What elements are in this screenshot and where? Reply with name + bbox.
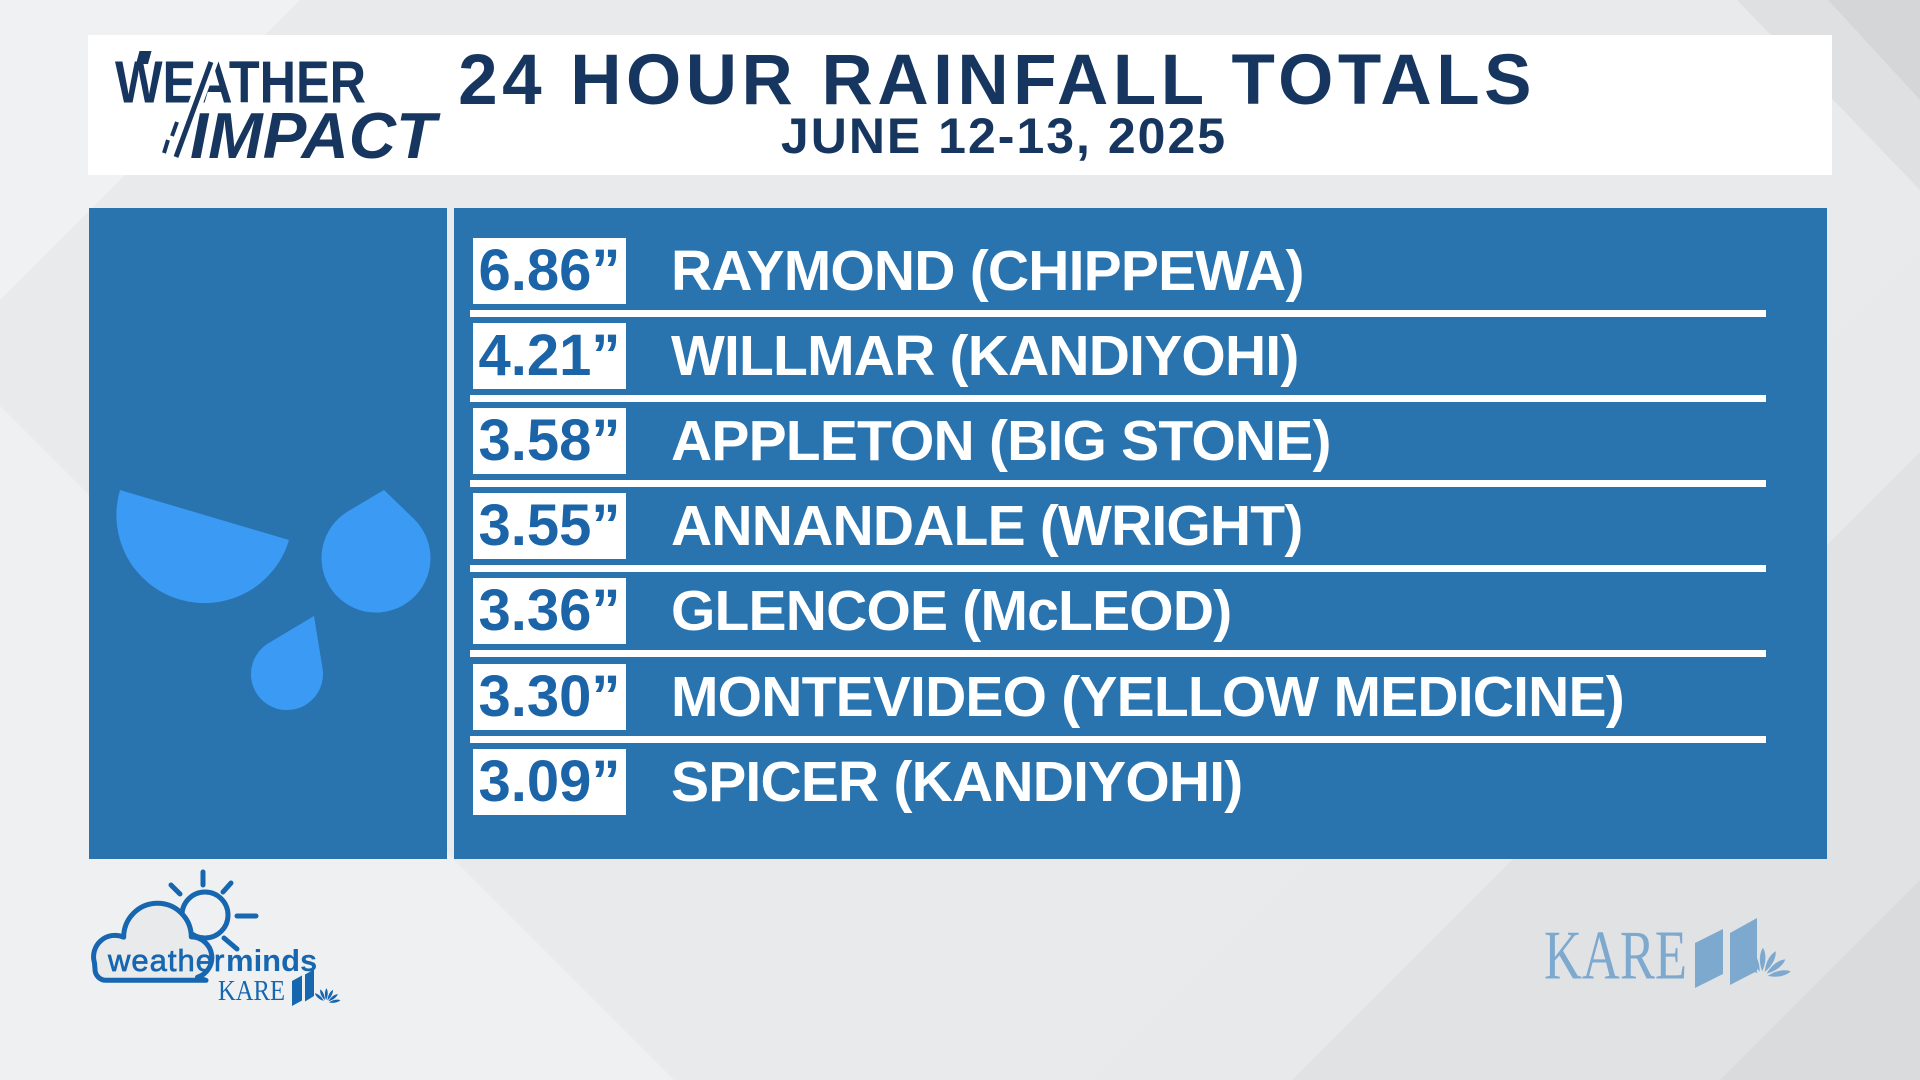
svg-text:WEATHER: WEATHER	[115, 49, 366, 115]
svg-text:IMPACT: IMPACT	[190, 99, 441, 172]
svg-text:weather: weather	[107, 943, 225, 978]
svg-text:KARE: KARE	[1544, 918, 1687, 995]
svg-text:KARE: KARE	[218, 976, 285, 1007]
svg-text:minds: minds	[226, 943, 317, 978]
